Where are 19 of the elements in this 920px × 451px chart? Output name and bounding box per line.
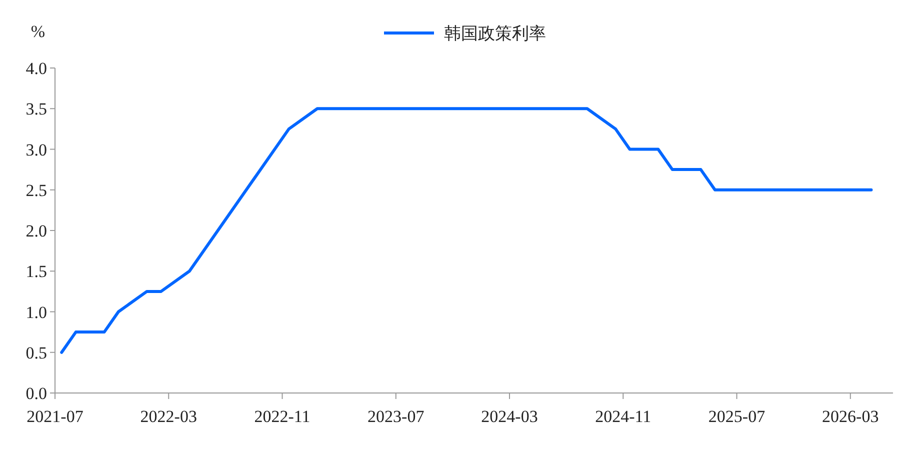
x-tick-label: 2024-03 — [481, 407, 538, 426]
y-axis-title: % — [30, 22, 46, 41]
x-tick-label: 2026-03 — [822, 407, 879, 426]
x-tick-label: 2022-03 — [140, 407, 197, 426]
y-tick-label: 4.0 — [26, 59, 47, 78]
y-tick-label: 0.0 — [26, 384, 47, 403]
x-tick-label: 2023-07 — [368, 407, 425, 426]
y-tick-label: 2.0 — [26, 222, 47, 240]
y-tick-label: 3.5 — [26, 100, 47, 119]
legend-label: 韩国政策利率 — [444, 24, 546, 43]
y-tick-label: 1.5 — [26, 262, 47, 282]
x-tick-label: 2025-07 — [708, 407, 766, 426]
y-tick-label: 3.0 — [26, 140, 47, 160]
x-tick-label: 2024-11 — [595, 407, 652, 426]
y-tick-label: 0.5 — [26, 343, 47, 362]
y-tick-label: 2.5 — [26, 180, 47, 200]
x-tick-label: 2022-11 — [254, 407, 310, 426]
y-tick-label: 1.0 — [26, 302, 47, 322]
x-tick-label: 2021-07 — [26, 407, 84, 426]
